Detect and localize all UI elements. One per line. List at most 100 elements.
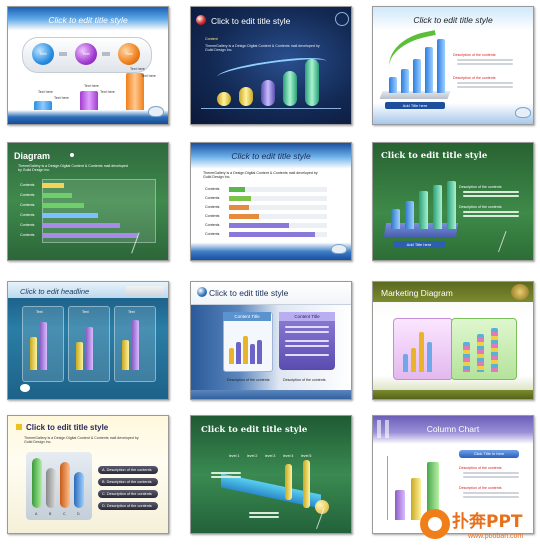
chart-bar xyxy=(463,342,470,372)
text-line xyxy=(285,354,329,356)
row-label: Contents xyxy=(20,223,35,227)
legend-item: C. Description of the contents xyxy=(98,490,158,498)
chart-bar xyxy=(283,71,297,106)
up-arrow-icon xyxy=(335,12,349,26)
chart-bar xyxy=(389,77,397,93)
text-line xyxy=(457,82,513,84)
tube-label: D xyxy=(77,512,80,516)
click-title-button[interactable]: Click Title in here xyxy=(459,450,519,458)
chart-bar xyxy=(425,47,433,93)
legend-icon xyxy=(20,384,30,392)
chart-bar xyxy=(239,87,253,106)
slide-thumbnail-12[interactable]: Column Chart Click Title in here Descrip… xyxy=(372,415,534,534)
teacup-icon xyxy=(148,106,164,117)
slide-thumbnail-4[interactable]: Diagram ThemeGallery is a Design Digital… xyxy=(7,142,169,261)
slide-thumbnail-3[interactable]: Click to edit title style Description of… xyxy=(372,6,534,125)
text-line xyxy=(463,211,519,213)
tube-bar xyxy=(74,472,84,508)
arrow-icon xyxy=(102,52,110,56)
row-label: Contents xyxy=(205,214,220,218)
chart-bar xyxy=(122,340,129,370)
add-title-button[interactable]: Add Title here xyxy=(385,102,445,109)
chart-bar xyxy=(42,223,120,228)
slide-title: Click to edit title style xyxy=(413,15,493,25)
slide-thumbnail-7[interactable]: Click to edit headline Text Text Text xyxy=(7,281,169,400)
row-label: Contents xyxy=(20,233,35,237)
text-line xyxy=(457,63,513,65)
chart-bar xyxy=(30,337,37,370)
text-line xyxy=(211,476,241,478)
chart-bar xyxy=(403,354,408,372)
content-heading: Content xyxy=(205,37,218,41)
text-line xyxy=(285,345,329,347)
axis-line xyxy=(201,108,341,109)
chart-bar xyxy=(419,332,424,372)
slide-thumbnail-6[interactable]: Click to edit title style Description of… xyxy=(372,142,534,261)
legend-item: B. Description of the contents xyxy=(98,478,158,486)
caption: Description of the contents xyxy=(227,378,270,382)
bar-track xyxy=(229,205,327,210)
bar-track xyxy=(229,214,327,219)
chart-bar xyxy=(413,59,421,93)
tube-label: C xyxy=(63,512,66,516)
slide-thumbnail-5[interactable]: Click to edit title style ThemeGallery i… xyxy=(190,142,352,261)
add-title-button[interactable]: Add Title here xyxy=(393,241,445,248)
chart-bar xyxy=(305,59,319,106)
slide-title: Click to edit title style xyxy=(381,151,488,161)
flower-icon xyxy=(511,284,529,300)
slide-thumbnail-8[interactable]: Click to edit title style Content Title … xyxy=(190,281,352,400)
chart-bar xyxy=(229,232,315,237)
text-line xyxy=(249,516,279,518)
slide-thumbnail-10[interactable]: Click to edit title style ThemeGallery i… xyxy=(7,415,169,534)
chart-bar xyxy=(132,320,139,370)
chart-grid xyxy=(42,179,156,243)
slide-thumbnail-1[interactable]: Click to edit title style Text Text Text… xyxy=(7,6,169,125)
chart-bar xyxy=(42,233,138,238)
chart-bar xyxy=(433,185,442,229)
cylinder-end xyxy=(315,500,329,514)
row-label: Contents xyxy=(20,183,35,187)
chart-bar xyxy=(303,460,310,508)
chart-bar xyxy=(229,187,245,192)
body-text: ThemeGallery is a Design Digital Content… xyxy=(203,171,318,179)
level-label: level 4 xyxy=(283,454,294,458)
row-label: Contents xyxy=(205,196,220,200)
chart-bar xyxy=(411,478,421,520)
chart-bar xyxy=(419,191,428,229)
description-label: Description of the contents xyxy=(459,205,502,209)
chart-bar xyxy=(34,101,52,110)
chart-bar xyxy=(229,214,259,219)
level-label: level 5 xyxy=(301,454,312,458)
column-label: Text xyxy=(128,310,135,314)
chart-bar xyxy=(229,196,251,201)
caption: Description of the contents xyxy=(283,378,326,382)
chart-bar xyxy=(285,464,292,500)
grass-decoration xyxy=(131,232,168,260)
people-decoration xyxy=(377,420,413,438)
row-label: Contents xyxy=(205,187,220,191)
bar-label: Text here xyxy=(141,74,156,78)
sparkle-icon xyxy=(70,153,74,157)
chart-bar xyxy=(40,322,47,370)
chart-bar xyxy=(76,342,83,370)
brand-name: 扑奔PPT xyxy=(452,512,523,532)
slide-thumbnail-2[interactable]: Click to edit title style Content ThemeG… xyxy=(190,6,352,125)
legend-item: D. Description of the contents xyxy=(98,502,158,510)
slide-thumbnail-11[interactable]: Click to edit title style level 1 level … xyxy=(190,415,352,534)
slide-title: Click to edit title style xyxy=(26,423,109,432)
row-label: Contents xyxy=(205,223,220,227)
chart-bar xyxy=(217,92,231,106)
column-label: Text xyxy=(36,310,43,314)
body-text: ThemeGallery is a Design Digital Content… xyxy=(18,164,128,172)
chart-bar xyxy=(229,223,289,228)
chart-bar xyxy=(261,80,275,106)
text-line xyxy=(285,340,329,342)
chart-bar xyxy=(405,201,414,229)
chart-bar xyxy=(257,340,262,364)
chart-bar xyxy=(229,348,234,364)
text-line xyxy=(463,476,519,478)
slide-thumbnail-9[interactable]: Marketing Diagram xyxy=(372,281,534,400)
bar-track xyxy=(229,196,327,201)
description-label: Description of the contents xyxy=(459,185,502,189)
description-label: Description of the contents xyxy=(459,466,502,470)
